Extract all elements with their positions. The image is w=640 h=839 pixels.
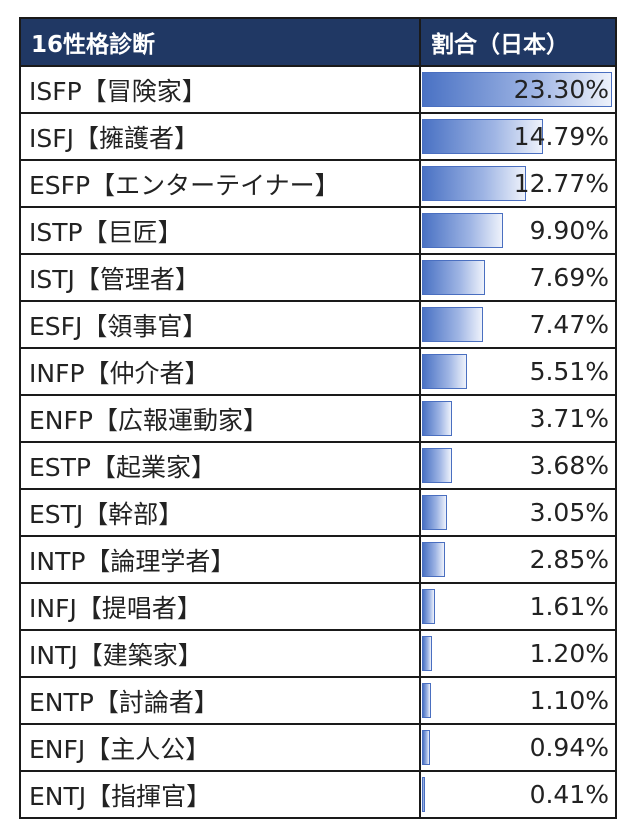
ratio-data-bar [422, 542, 446, 577]
table-row: ISTP【巨匠】 9.90% [19, 206, 617, 255]
table-row: ENFJ【主人公】 0.94% [19, 723, 617, 772]
personality-type-cell: INFJ【提唱者】 [19, 582, 421, 631]
ratio-cell: 3.05% [419, 488, 617, 537]
ratio-value-label: 7.69% [529, 263, 609, 292]
table-row: INFP【仲介者】 5.51% [19, 347, 617, 396]
ratio-value-label: 5.51% [529, 357, 609, 386]
table-row: INTJ【建築家】 1.20% [19, 629, 617, 678]
table-row: ISFP【冒険家】 23.30% [19, 65, 617, 114]
mbti-ratio-table: 16性格診断 割合（日本） ISFP【冒険家】 23.30% ISFJ【擁護者】 14… [19, 17, 617, 819]
ratio-value-label: 3.68% [529, 451, 609, 480]
ratio-cell: 3.71% [419, 394, 617, 443]
ratio-value-label: 3.71% [529, 404, 609, 433]
personality-type-cell: ESTJ【幹部】 [19, 488, 421, 537]
personality-type-cell: ISTJ【管理者】 [19, 253, 421, 302]
table-row: ENFP【広報運動家】 3.71% [19, 394, 617, 443]
table-row: ESFP【エンターテイナー】 12.77% [19, 159, 617, 208]
ratio-cell: 1.61% [419, 582, 617, 631]
ratio-data-bar [422, 636, 432, 671]
ratio-cell: 3.68% [419, 441, 617, 490]
ratio-data-bar [422, 260, 485, 295]
personality-type-cell: ENFJ【主人公】 [19, 723, 421, 772]
ratio-value-label: 12.77% [513, 169, 609, 198]
ratio-cell: 0.94% [419, 723, 617, 772]
table-row: ISFJ【擁護者】 14.79% [19, 112, 617, 161]
table-row: ENTP【討論者】 1.10% [19, 676, 617, 725]
ratio-data-bar [422, 495, 447, 530]
ratio-value-label: 0.41% [529, 780, 609, 809]
ratio-value-label: 7.47% [529, 310, 609, 339]
table-row: ENTJ【指揮官】 0.41% [19, 770, 617, 819]
ratio-cell: 23.30% [419, 65, 617, 114]
personality-type-cell: ESFP【エンターテイナー】 [19, 159, 421, 208]
table-row: ESTP【起業家】 3.68% [19, 441, 617, 490]
table-row: ESFJ【領事官】 7.47% [19, 300, 617, 349]
ratio-value-label: 1.10% [529, 686, 609, 715]
table-row: ESTJ【幹部】 3.05% [19, 488, 617, 537]
personality-type-cell: ENTP【討論者】 [19, 676, 421, 725]
ratio-cell: 1.20% [419, 629, 617, 678]
personality-type-cell: ISFJ【擁護者】 [19, 112, 421, 161]
ratio-data-bar [422, 213, 503, 248]
ratio-data-bar [422, 307, 483, 342]
ratio-data-bar [422, 448, 452, 483]
personality-type-cell: INFP【仲介者】 [19, 347, 421, 396]
ratio-cell: 7.69% [419, 253, 617, 302]
ratio-cell: 7.47% [419, 300, 617, 349]
ratio-value-label: 3.05% [529, 498, 609, 527]
header-row: 16性格診断 割合（日本） [19, 17, 617, 67]
header-type: 16性格診断 [19, 17, 421, 67]
ratio-value-label: 9.90% [529, 216, 609, 245]
table-row: ISTJ【管理者】 7.69% [19, 253, 617, 302]
personality-type-cell: ISTP【巨匠】 [19, 206, 421, 255]
ratio-cell: 2.85% [419, 535, 617, 584]
ratio-cell: 5.51% [419, 347, 617, 396]
ratio-cell: 14.79% [419, 112, 617, 161]
ratio-cell: 9.90% [419, 206, 617, 255]
personality-type-cell: ESFJ【領事官】 [19, 300, 421, 349]
ratio-data-bar [422, 401, 453, 436]
ratio-value-label: 0.94% [529, 733, 609, 762]
ratio-value-label: 1.61% [529, 592, 609, 621]
ratio-cell: 1.10% [419, 676, 617, 725]
ratio-cell: 12.77% [419, 159, 617, 208]
ratio-data-bar [422, 683, 431, 718]
table-row: INFJ【提唱者】 1.61% [19, 582, 617, 631]
ratio-data-bar [422, 354, 467, 389]
ratio-cell: 0.41% [419, 770, 617, 819]
table-body: ISFP【冒険家】 23.30% ISFJ【擁護者】 14.79% ESFP【エンターテ… [19, 65, 617, 819]
table-row: INTP【論理学者】 2.85% [19, 535, 617, 584]
ratio-data-bar [422, 730, 430, 765]
ratio-data-bar [422, 166, 527, 201]
personality-type-cell: ENFP【広報運動家】 [19, 394, 421, 443]
ratio-value-label: 2.85% [529, 545, 609, 574]
personality-type-cell: INTP【論理学者】 [19, 535, 421, 584]
ratio-value-label: 23.30% [513, 75, 609, 104]
ratio-data-bar [422, 777, 426, 812]
personality-type-cell: ESTP【起業家】 [19, 441, 421, 490]
ratio-value-label: 14.79% [513, 122, 609, 151]
header-ratio: 割合（日本） [419, 17, 617, 67]
ratio-data-bar [422, 119, 543, 154]
ratio-data-bar [422, 589, 436, 624]
personality-type-cell: ENTJ【指揮官】 [19, 770, 421, 819]
personality-type-cell: ISFP【冒険家】 [19, 65, 421, 114]
personality-type-cell: INTJ【建築家】 [19, 629, 421, 678]
ratio-value-label: 1.20% [529, 639, 609, 668]
ratio-data-bar [422, 72, 612, 107]
